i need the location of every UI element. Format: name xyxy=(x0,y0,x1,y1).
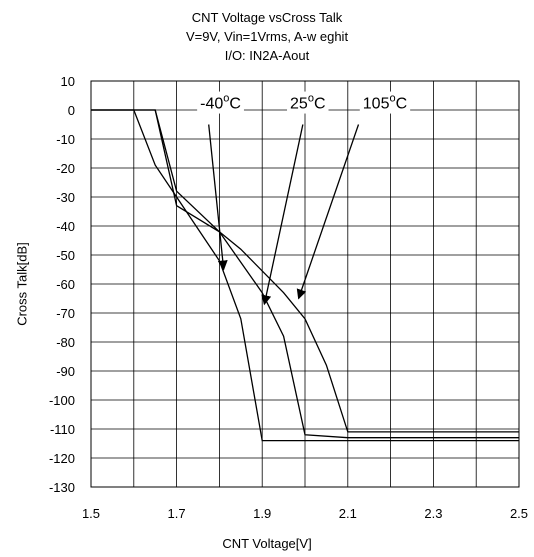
y-tick-label: -110 xyxy=(50,422,75,437)
x-tick-label: 1.7 xyxy=(168,506,186,521)
temperature-label-background xyxy=(287,91,329,114)
chart-title-line-3: I/O: IN2A-Aout xyxy=(224,48,310,63)
temperature-label-3: 105oC xyxy=(363,93,407,113)
chart-title-line-1: CNT Voltage vsCross Talk xyxy=(191,10,343,25)
temperature-label-1: -40oC xyxy=(200,93,241,113)
y-tick-label: -60 xyxy=(56,277,75,292)
y-tick-label: -130 xyxy=(49,480,75,495)
x-tick-label: 1.9 xyxy=(253,506,271,521)
y-tick-label: -120 xyxy=(49,451,75,466)
y-tick-label: -100 xyxy=(49,393,75,408)
x-tick-label: 2.3 xyxy=(424,506,442,521)
series-line-1 xyxy=(91,109,519,442)
x-axis-label: CNT Voltage[V] xyxy=(222,536,312,551)
annotation-arrow-2 xyxy=(261,124,304,306)
chart-title-line-2: V=9V, Vin=1Vrms, A-w eghit xyxy=(185,29,349,44)
series-line-3 xyxy=(91,109,519,433)
annotation-arrow-1 xyxy=(208,124,228,271)
y-axis-label: Cross Talk[dB] xyxy=(14,242,30,326)
x-tick-label: 2.5 xyxy=(510,506,528,521)
temperature-label-2: 25oC xyxy=(290,93,325,113)
y-tick-label: -30 xyxy=(56,190,75,205)
x-tick-label: 2.1 xyxy=(339,506,357,521)
y-tick-label: -20 xyxy=(56,161,75,176)
y-tick-label: -70 xyxy=(56,306,75,321)
y-tick-label: -80 xyxy=(56,335,75,350)
y-tick-label: -40 xyxy=(56,219,75,234)
annotation-arrow-3 xyxy=(296,124,360,300)
y-tick-label: -10 xyxy=(56,132,75,147)
temperature-label-background xyxy=(197,91,244,114)
temperature-label-background xyxy=(359,91,411,114)
y-tick-label: -50 xyxy=(56,248,75,263)
y-tick-label: 10 xyxy=(61,74,75,89)
y-tick-label: 0 xyxy=(68,103,75,118)
x-tick-label: 1.5 xyxy=(82,506,100,521)
y-tick-label: -90 xyxy=(56,364,75,379)
